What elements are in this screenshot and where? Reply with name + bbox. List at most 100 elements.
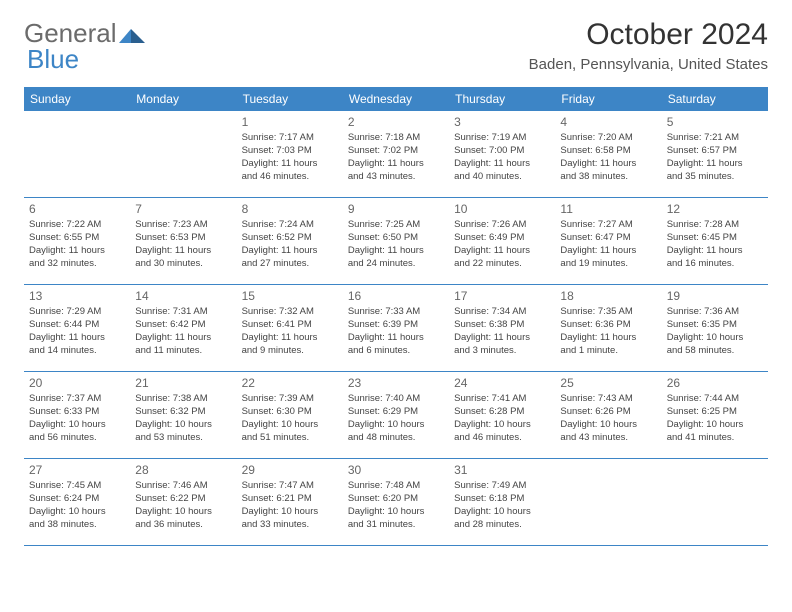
day-number: 21	[135, 375, 231, 391]
sunrise-text: Sunrise: 7:47 AM	[242, 480, 338, 493]
sunrise-text: Sunrise: 7:22 AM	[29, 219, 125, 232]
daylight-text: and 6 minutes.	[348, 345, 444, 358]
daylight-text: Daylight: 11 hours	[348, 158, 444, 171]
day-cell: .	[130, 111, 236, 197]
sunrise-text: Sunrise: 7:32 AM	[242, 306, 338, 319]
daylight-text: Daylight: 11 hours	[242, 158, 338, 171]
daylight-text: Daylight: 11 hours	[667, 158, 763, 171]
day-cell: 11Sunrise: 7:27 AMSunset: 6:47 PMDayligh…	[555, 198, 661, 284]
daylight-text: and 3 minutes.	[454, 345, 550, 358]
daylight-text: Daylight: 11 hours	[454, 158, 550, 171]
sunrise-text: Sunrise: 7:34 AM	[454, 306, 550, 319]
daylight-text: Daylight: 10 hours	[242, 506, 338, 519]
sunset-text: Sunset: 6:55 PM	[29, 232, 125, 245]
day-number: 7	[135, 201, 231, 217]
day-header-monday: Monday	[130, 87, 236, 111]
daylight-text: and 58 minutes.	[667, 345, 763, 358]
sunset-text: Sunset: 6:38 PM	[454, 319, 550, 332]
sunrise-text: Sunrise: 7:41 AM	[454, 393, 550, 406]
day-cell: 26Sunrise: 7:44 AMSunset: 6:25 PMDayligh…	[662, 372, 768, 458]
sunset-text: Sunset: 6:28 PM	[454, 406, 550, 419]
sunset-text: Sunset: 6:49 PM	[454, 232, 550, 245]
day-cell: .	[24, 111, 130, 197]
week-row: 20Sunrise: 7:37 AMSunset: 6:33 PMDayligh…	[24, 372, 768, 459]
day-header-friday: Friday	[555, 87, 661, 111]
sunset-text: Sunset: 6:21 PM	[242, 493, 338, 506]
week-row: ..1Sunrise: 7:17 AMSunset: 7:03 PMDaylig…	[24, 111, 768, 198]
sunset-text: Sunset: 6:35 PM	[667, 319, 763, 332]
sunset-text: Sunset: 6:30 PM	[242, 406, 338, 419]
sunrise-text: Sunrise: 7:17 AM	[242, 132, 338, 145]
day-number: 11	[560, 201, 656, 217]
sunrise-text: Sunrise: 7:20 AM	[560, 132, 656, 145]
day-cell: 24Sunrise: 7:41 AMSunset: 6:28 PMDayligh…	[449, 372, 555, 458]
daylight-text: Daylight: 10 hours	[348, 506, 444, 519]
sunset-text: Sunset: 6:57 PM	[667, 145, 763, 158]
day-number: 12	[667, 201, 763, 217]
day-number: 31	[454, 462, 550, 478]
sunrise-text: Sunrise: 7:37 AM	[29, 393, 125, 406]
daylight-text: and 56 minutes.	[29, 432, 125, 445]
sunrise-text: Sunrise: 7:27 AM	[560, 219, 656, 232]
day-cell: 15Sunrise: 7:32 AMSunset: 6:41 PMDayligh…	[237, 285, 343, 371]
sunrise-text: Sunrise: 7:46 AM	[135, 480, 231, 493]
day-number: 27	[29, 462, 125, 478]
day-cell: 25Sunrise: 7:43 AMSunset: 6:26 PMDayligh…	[555, 372, 661, 458]
day-cell: .	[555, 459, 661, 545]
sunset-text: Sunset: 6:53 PM	[135, 232, 231, 245]
daylight-text: and 1 minute.	[560, 345, 656, 358]
daylight-text: and 9 minutes.	[242, 345, 338, 358]
day-number: 8	[242, 201, 338, 217]
sunrise-text: Sunrise: 7:33 AM	[348, 306, 444, 319]
daylight-text: Daylight: 11 hours	[242, 332, 338, 345]
day-number: 25	[560, 375, 656, 391]
sunset-text: Sunset: 6:18 PM	[454, 493, 550, 506]
sunset-text: Sunset: 6:52 PM	[242, 232, 338, 245]
day-number: 23	[348, 375, 444, 391]
daylight-text: Daylight: 11 hours	[454, 245, 550, 258]
daylight-text: and 38 minutes.	[560, 171, 656, 184]
daylight-text: and 40 minutes.	[454, 171, 550, 184]
day-number: 18	[560, 288, 656, 304]
sunrise-text: Sunrise: 7:23 AM	[135, 219, 231, 232]
day-cell: 17Sunrise: 7:34 AMSunset: 6:38 PMDayligh…	[449, 285, 555, 371]
location-text: Baden, Pennsylvania, United States	[529, 56, 768, 73]
daylight-text: and 30 minutes.	[135, 258, 231, 271]
daylight-text: Daylight: 10 hours	[667, 419, 763, 432]
daylight-text: and 32 minutes.	[29, 258, 125, 271]
sunrise-text: Sunrise: 7:35 AM	[560, 306, 656, 319]
day-cell: 22Sunrise: 7:39 AMSunset: 6:30 PMDayligh…	[237, 372, 343, 458]
day-cell: 30Sunrise: 7:48 AMSunset: 6:20 PMDayligh…	[343, 459, 449, 545]
sunrise-text: Sunrise: 7:38 AM	[135, 393, 231, 406]
sunrise-text: Sunrise: 7:18 AM	[348, 132, 444, 145]
daylight-text: Daylight: 11 hours	[135, 332, 231, 345]
sunrise-text: Sunrise: 7:31 AM	[135, 306, 231, 319]
sunset-text: Sunset: 6:24 PM	[29, 493, 125, 506]
daylight-text: and 36 minutes.	[135, 519, 231, 532]
sunset-text: Sunset: 6:41 PM	[242, 319, 338, 332]
day-cell: 23Sunrise: 7:40 AMSunset: 6:29 PMDayligh…	[343, 372, 449, 458]
sunset-text: Sunset: 7:02 PM	[348, 145, 444, 158]
daylight-text: Daylight: 11 hours	[560, 332, 656, 345]
daylight-text: Daylight: 11 hours	[454, 332, 550, 345]
day-number: 4	[560, 114, 656, 130]
day-number: 14	[135, 288, 231, 304]
day-cell: 3Sunrise: 7:19 AMSunset: 7:00 PMDaylight…	[449, 111, 555, 197]
day-cell: 29Sunrise: 7:47 AMSunset: 6:21 PMDayligh…	[237, 459, 343, 545]
sunset-text: Sunset: 6:50 PM	[348, 232, 444, 245]
daylight-text: and 53 minutes.	[135, 432, 231, 445]
daylight-text: Daylight: 10 hours	[135, 506, 231, 519]
sunset-text: Sunset: 6:39 PM	[348, 319, 444, 332]
daylight-text: Daylight: 10 hours	[667, 332, 763, 345]
day-number: 6	[29, 201, 125, 217]
sunset-text: Sunset: 6:47 PM	[560, 232, 656, 245]
day-cell: 8Sunrise: 7:24 AMSunset: 6:52 PMDaylight…	[237, 198, 343, 284]
day-cell: 18Sunrise: 7:35 AMSunset: 6:36 PMDayligh…	[555, 285, 661, 371]
daylight-text: and 48 minutes.	[348, 432, 444, 445]
sunset-text: Sunset: 6:45 PM	[667, 232, 763, 245]
day-number: 26	[667, 375, 763, 391]
sunrise-text: Sunrise: 7:19 AM	[454, 132, 550, 145]
sunrise-text: Sunrise: 7:44 AM	[667, 393, 763, 406]
daylight-text: Daylight: 10 hours	[29, 419, 125, 432]
sunset-text: Sunset: 6:32 PM	[135, 406, 231, 419]
